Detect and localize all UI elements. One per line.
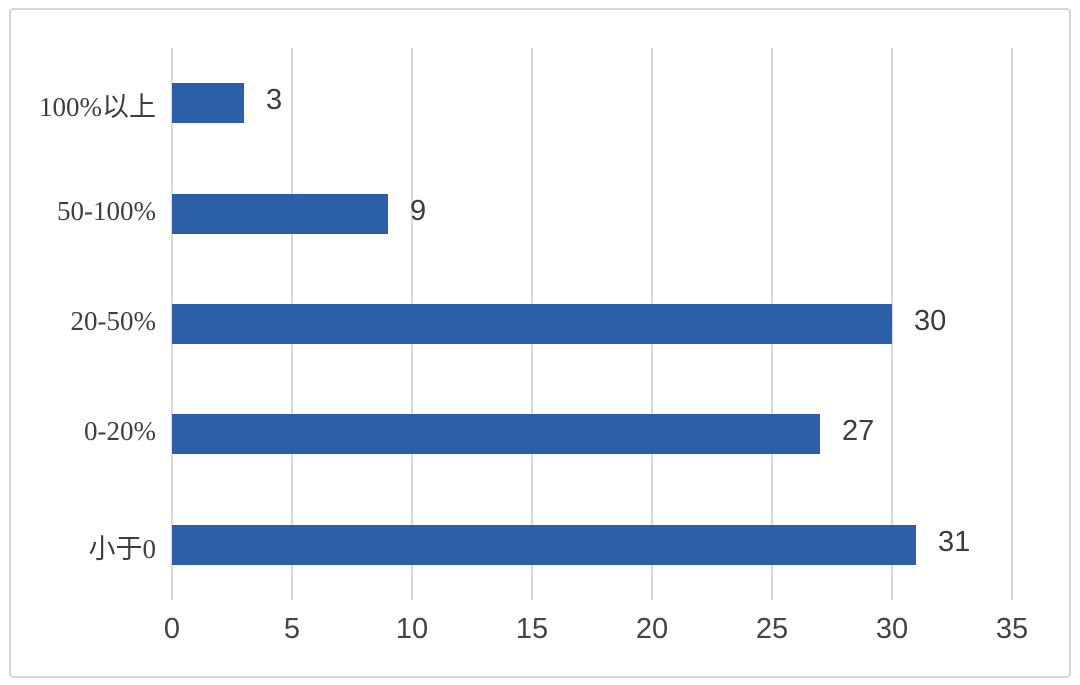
bar-小于0	[172, 524, 916, 565]
data-label: 3	[266, 84, 283, 117]
category-label: 0-20%	[84, 416, 156, 447]
data-label: 9	[410, 194, 427, 227]
category-label: 20-50%	[70, 306, 156, 336]
category-label: 小于0	[88, 533, 157, 564]
x-axis-tick-label: 5	[283, 613, 301, 645]
x-axis-tick-label: 15	[515, 613, 549, 645]
category-label: 50-100%	[57, 195, 156, 226]
bar-0-20%	[172, 414, 820, 455]
x-axis-tick-label: 30	[875, 613, 909, 645]
x-axis-tick-label: 25	[755, 613, 789, 645]
data-label: 31	[938, 525, 971, 558]
x-axis-tick-label: 35	[995, 613, 1029, 645]
category-label: 100%以上	[39, 92, 156, 123]
x-axis-tick-label: 0	[163, 613, 181, 645]
x-axis-tick-label: 10	[395, 613, 429, 645]
bar-100%以上	[172, 83, 244, 124]
bar-20-50%	[172, 304, 892, 344]
gridline-x-35	[1011, 48, 1013, 600]
gridline-x-30	[891, 48, 893, 600]
data-label: 27	[842, 415, 875, 448]
x-axis-tick-label: 20	[635, 613, 669, 645]
bar-50-100%	[172, 193, 388, 234]
data-label: 30	[914, 305, 947, 337]
